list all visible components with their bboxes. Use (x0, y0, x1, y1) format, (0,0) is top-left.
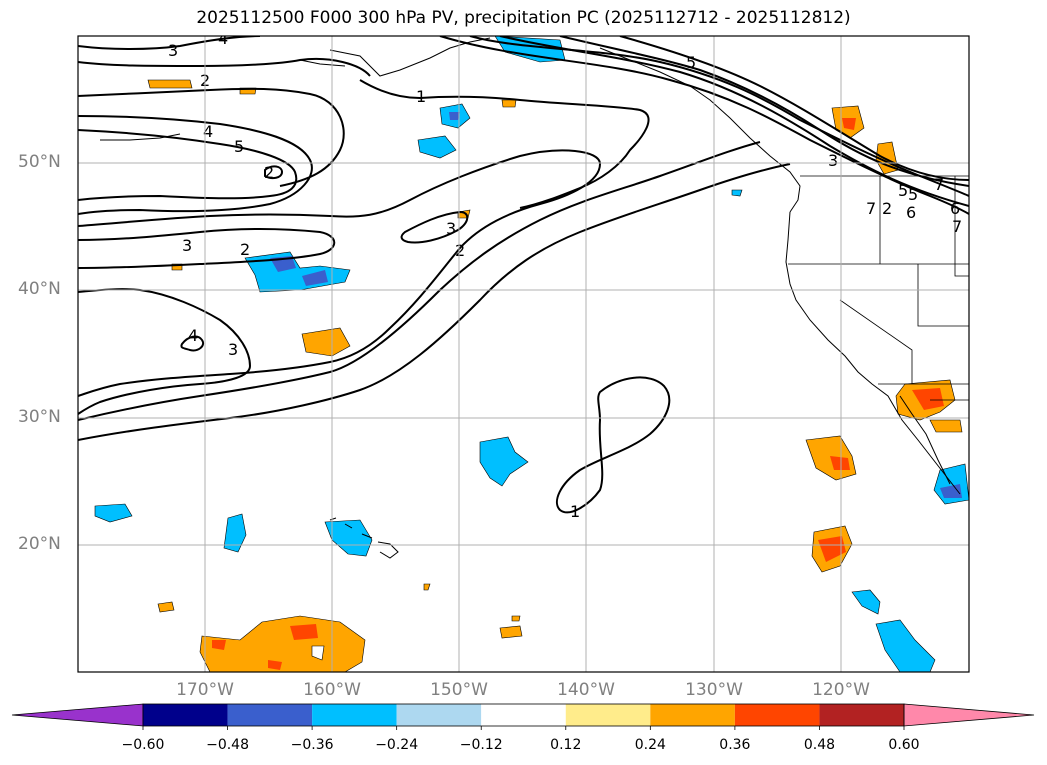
colorbar-tick-label: 0.24 (634, 737, 666, 753)
pv-contours (78, 36, 969, 514)
contour-label: 5 (234, 137, 244, 156)
chart-title: 2025112500 F000 300 hPa PV, precipitatio… (196, 8, 851, 28)
pv-contour-2-mid (78, 149, 602, 397)
pv-contour-1-center (555, 376, 671, 514)
lon-label: 150°W (430, 680, 488, 700)
colorbar-tick-label: 0.12 (550, 737, 582, 753)
us-west-coast (785, 211, 961, 495)
contour-label: 7 (866, 199, 876, 218)
colorbar-segment (396, 704, 482, 726)
colorbar-extend-high (903, 703, 1035, 727)
lat-label: 20°N (18, 534, 61, 554)
contour-label: 3 (446, 219, 456, 238)
pv-contour-6 (439, 36, 969, 215)
pv-contour-3-west (78, 36, 261, 50)
colorbar-extend-low (11, 703, 144, 727)
pv-contour-3-small (400, 210, 469, 244)
colorbar-segment (650, 704, 735, 726)
contour-label: 6 (950, 199, 960, 218)
pv-contour-2-west (78, 87, 345, 187)
colorbar-tick-label: −0.24 (375, 737, 419, 753)
lon-label: 120°W (812, 680, 870, 700)
colorbar-tick-label: −0.36 (290, 737, 334, 753)
pv-contour-4-small (180, 335, 204, 352)
colorbar-segment (481, 704, 566, 726)
precip-neg-north (417, 135, 457, 159)
contour-label: 1 (570, 502, 580, 521)
colorbar-tick-label: 0.36 (719, 737, 751, 753)
lon-label: 160°W (303, 680, 361, 700)
lat-label: 50°N (18, 152, 61, 172)
contour-label: 4 (203, 122, 213, 141)
contour-label: 2 (455, 241, 465, 260)
colorbar-segment (312, 704, 397, 726)
contour-label: 2 (240, 240, 250, 259)
lon-label: 140°W (557, 680, 615, 700)
contour-label-group: 3 4 2 1 5 4 5 2 3 2 3 2 4 3 1 5 7 3 5 7 … (168, 29, 962, 521)
precip-negative-areas (94, 36, 969, 672)
colorbar-segment (734, 704, 820, 726)
colorbar-segment (819, 704, 904, 726)
lat-label: 40°N (18, 279, 61, 299)
contour-label: 3 (182, 236, 192, 255)
pv-contour-3-mid (78, 228, 336, 269)
gridlines (78, 36, 969, 672)
contour-label: 6 (906, 203, 916, 222)
lon-label: 170°W (176, 680, 234, 700)
contour-label: 5 (898, 181, 908, 200)
colorbar-frame (142, 703, 905, 727)
colorbar-tick-label: −0.60 (121, 737, 165, 753)
lon-label: 130°W (685, 680, 743, 700)
contour-label: 5 (686, 53, 696, 72)
colorbar-tick-label: 0.48 (803, 737, 836, 753)
contour-label: 5 (908, 185, 918, 204)
lat-label: 30°N (18, 407, 61, 427)
bc-coast (599, 47, 801, 213)
contour-label: 3 (228, 340, 238, 359)
hawaii (329, 517, 399, 559)
pv-contour-4 (78, 115, 313, 215)
colorbar-segment (143, 704, 228, 726)
precip-neg-alaska (494, 36, 566, 63)
contour-label: 4 (188, 326, 198, 345)
contour-label: 2 (882, 199, 892, 218)
contour-label: 1 (416, 87, 426, 106)
contour-label: 3 (168, 41, 178, 60)
colorbar-segment (227, 704, 313, 726)
pv-contour-5-west (78, 129, 298, 201)
colorbar-tick-label: −0.12 (459, 737, 503, 753)
precip-neg-central (479, 436, 529, 487)
political-borders (788, 175, 969, 401)
contour-label: 7 (952, 217, 962, 236)
map-frame (77, 35, 970, 673)
precip-pos-south (199, 615, 366, 672)
contour-label: 3 (828, 151, 838, 170)
colorbar-segment (565, 704, 651, 726)
colorbar-tick-label: 0.60 (888, 737, 920, 753)
precip-positive-areas (147, 79, 963, 672)
contour-label: 2 (264, 163, 274, 182)
contour-label: 7 (934, 175, 944, 194)
colorbar-tick-label: −0.48 (206, 737, 249, 753)
contour-label: 4 (218, 29, 228, 48)
